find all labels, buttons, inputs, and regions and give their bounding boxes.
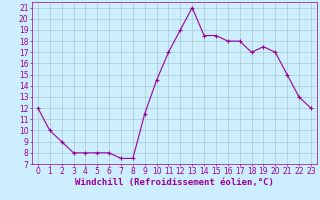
X-axis label: Windchill (Refroidissement éolien,°C): Windchill (Refroidissement éolien,°C) [75,178,274,187]
